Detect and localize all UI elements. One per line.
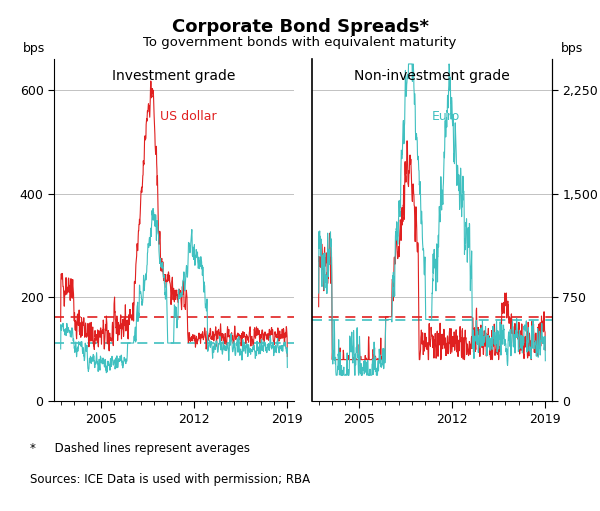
Text: Investment grade: Investment grade bbox=[112, 69, 236, 83]
Text: Non-investment grade: Non-investment grade bbox=[354, 69, 510, 83]
Text: *     Dashed lines represent averages: * Dashed lines represent averages bbox=[30, 442, 250, 455]
Text: bps: bps bbox=[561, 42, 583, 55]
Text: Euro: Euro bbox=[432, 110, 460, 123]
Text: Corporate Bond Spreads*: Corporate Bond Spreads* bbox=[172, 18, 428, 36]
Text: bps: bps bbox=[23, 42, 45, 55]
Text: To government bonds with equivalent maturity: To government bonds with equivalent matu… bbox=[143, 36, 457, 49]
Text: US dollar: US dollar bbox=[160, 110, 216, 123]
Text: Sources: ICE Data is used with permission; RBA: Sources: ICE Data is used with permissio… bbox=[30, 473, 310, 485]
